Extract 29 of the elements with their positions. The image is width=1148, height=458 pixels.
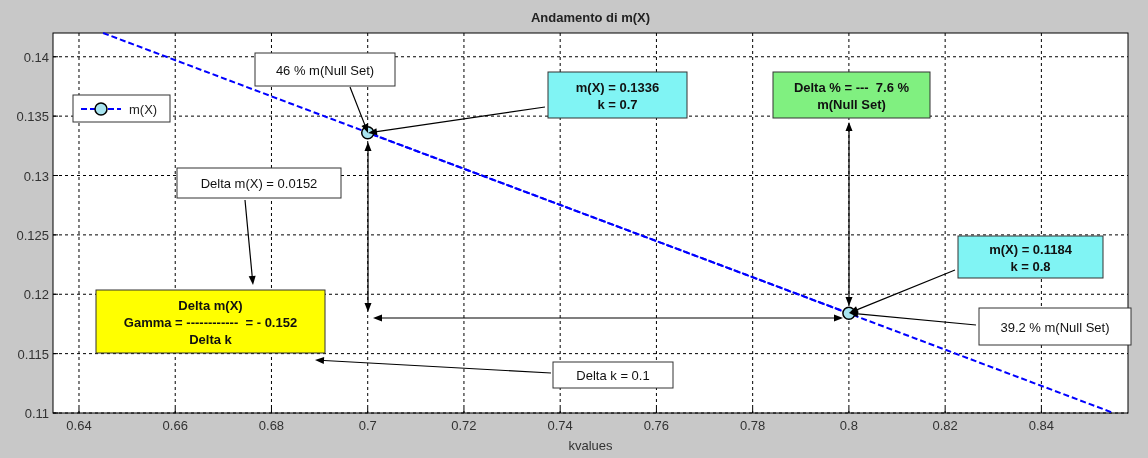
annotation: m(X) = 0.1336 k = 0.7 [575, 79, 660, 112]
y-tick-label: 0.125 [16, 227, 49, 243]
annotation: Delta k = 0.1 [576, 368, 650, 383]
x-tick-label: 0.66 [162, 418, 188, 433]
x-tick-label: 0.8 [839, 418, 858, 433]
annotation: 46 % m(Null Set) [275, 62, 375, 78]
x-tick-label: 0.72 [451, 418, 477, 433]
x-tick-label: 0.68 [258, 418, 285, 433]
chart-title: Andamento di m(X) [530, 10, 651, 25]
annotation: Delta m(X) Gamma = ------------ = - 0.152 Delta k [123, 297, 298, 347]
x-tick-label: 0.84 [1028, 418, 1055, 433]
y-tick-label: 0.14 [23, 49, 49, 65]
y-tick-label: 0.115 [17, 346, 49, 362]
y-tick-label: 0.13 [23, 168, 49, 184]
y-tick-label: 0.11 [24, 406, 49, 421]
x-tick-label: 0.78 [740, 418, 766, 433]
x-tick-label: 0.76 [643, 418, 670, 433]
annotation: Delta % = --- 7.6 % m(Null Set) [793, 79, 910, 112]
x-tick-label: 0.64 [66, 418, 92, 433]
x-tick-label: 0.74 [547, 418, 573, 433]
legend-label: m(X) [129, 102, 158, 117]
x-axis-title: kvalues [568, 438, 614, 453]
annotation: m(X) = 0.1184 k = 0.8 [989, 241, 1073, 274]
y-tick-label: 0.12 [23, 287, 49, 303]
annotation: 39.2 % m(Null Set) [1000, 319, 1110, 335]
y-tick-label: 0.135 [16, 109, 49, 125]
x-tick-label: 0.82 [932, 418, 958, 433]
x-tick-label: 0.7 [358, 418, 377, 433]
annotation: Delta m(X) = 0.0152 [200, 176, 318, 191]
